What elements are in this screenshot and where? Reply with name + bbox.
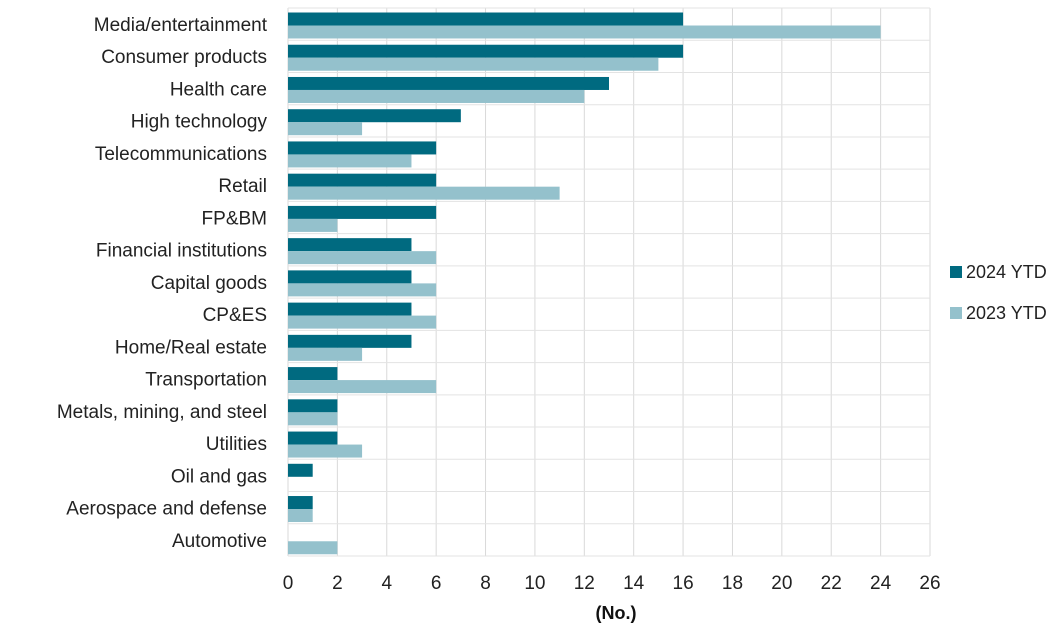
bar-2024-13: [288, 431, 338, 445]
x-tick-label: 26: [919, 573, 940, 594]
category-labels: Media/entertainment Consumer products Heal…: [57, 15, 268, 552]
bar-2023-12: [288, 412, 338, 426]
x-tick-label: 24: [870, 573, 892, 594]
bar-2023-5: [288, 186, 560, 200]
x-tick-label: 8: [480, 573, 491, 594]
x-axis-title: (No.): [596, 603, 637, 623]
bar-2023-8: [288, 283, 437, 297]
bar-2023-9: [288, 315, 437, 329]
category-label: CP&ES: [203, 305, 267, 326]
legend: 2024 YTD 2023 YTD: [950, 262, 1047, 323]
legend-label-2023: 2023 YTD: [966, 303, 1047, 323]
bar-2023-16: [288, 541, 338, 555]
bar-2024-9: [288, 302, 412, 316]
bar-2024-7: [288, 238, 412, 252]
bar-2024-6: [288, 205, 437, 219]
category-label: Oil and gas: [171, 466, 267, 487]
legend-swatch-2024: [950, 266, 962, 278]
bar-2023-1: [288, 57, 659, 71]
bar-2023-2: [288, 89, 585, 103]
bars: [288, 12, 881, 555]
category-label: Health care: [170, 79, 267, 100]
category-label: Metals, mining, and steel: [57, 402, 267, 423]
bar-2024-12: [288, 399, 338, 413]
bar-2023-7: [288, 251, 437, 265]
bar-2023-3: [288, 122, 363, 136]
category-label: Aerospace and defense: [66, 499, 267, 520]
bar-2023-13: [288, 444, 363, 458]
category-label: Telecommunications: [95, 144, 267, 165]
x-tick-label: 14: [623, 573, 645, 594]
category-label: Financial institutions: [96, 241, 267, 262]
x-tick-label: 6: [431, 573, 442, 594]
bar-2024-15: [288, 496, 313, 510]
category-label: High technology: [131, 112, 268, 133]
bar-2024-2: [288, 76, 609, 90]
legend-label-2024: 2024 YTD: [966, 262, 1047, 282]
x-tick-label: 16: [673, 573, 694, 594]
x-tick-label: 0: [283, 573, 294, 594]
x-tick-label: 4: [381, 573, 392, 594]
bar-2024-10: [288, 334, 412, 348]
x-tick-label: 20: [771, 573, 792, 594]
x-tick-labels: 0 2 4 6 8 10 12 14 16 18 20 22 24 26: [283, 573, 941, 594]
bar-2024-11: [288, 367, 338, 381]
x-tick-label: 2: [332, 573, 343, 594]
bar-2023-15: [288, 509, 313, 523]
category-label: Capital goods: [151, 273, 267, 294]
category-label: Automotive: [172, 531, 267, 552]
bar-2023-4: [288, 154, 412, 168]
category-label: Transportation: [145, 370, 267, 391]
bar-2023-11: [288, 380, 437, 394]
bar-2024-5: [288, 173, 437, 187]
category-label: Retail: [218, 176, 267, 197]
category-label: FP&BM: [202, 208, 267, 229]
bar-2024-14: [288, 463, 313, 477]
bar-2024-4: [288, 141, 437, 155]
bar-2023-0: [288, 25, 881, 39]
bar-2024-3: [288, 109, 461, 123]
x-tick-label: 12: [574, 573, 595, 594]
bar-2024-1: [288, 44, 684, 58]
category-label: Media/entertainment: [94, 15, 268, 36]
category-label: Utilities: [206, 434, 267, 455]
bar-2023-6: [288, 218, 338, 232]
x-tick-label: 18: [722, 573, 743, 594]
bar-2023-10: [288, 347, 363, 361]
category-label: Consumer products: [101, 47, 267, 68]
x-tick-label: 22: [821, 573, 842, 594]
bar-2024-8: [288, 270, 412, 284]
x-tick-label: 10: [524, 573, 545, 594]
category-label: Home/Real estate: [115, 337, 267, 358]
bar-2024-0: [288, 12, 684, 26]
legend-swatch-2023: [950, 307, 962, 319]
